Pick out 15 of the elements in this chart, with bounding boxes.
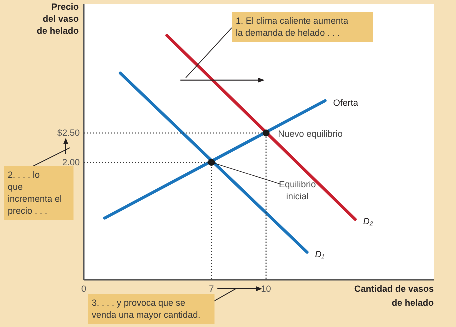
x-tick-label: 0 (81, 284, 87, 294)
x-axis-title: Cantidad de vasos de helado (354, 284, 434, 308)
x-tick-label: 10 (261, 284, 272, 294)
y-tick-label: $2.50 (57, 128, 80, 138)
series-label: Oferta (333, 98, 358, 108)
y-axis-title: Precio del vaso de helado (36, 2, 80, 36)
y-tick-label: 2.00 (62, 158, 80, 168)
annotation: 1. El clima caliente aumenta la demanda de helado . . . (236, 16, 349, 38)
annotation: Equilibrio inicial (279, 180, 316, 202)
text: 3. . . . y provoca que se venda una mayor cantidad. (92, 298, 201, 320)
x-tick-label: 7 (209, 284, 214, 294)
text: 2. . . . lo que incrementa el precio . . . (8, 170, 62, 216)
annotation: Nuevo equilibrio (278, 129, 343, 140)
series-label: D₁ (315, 249, 325, 260)
series-label: D₂ (363, 216, 374, 227)
